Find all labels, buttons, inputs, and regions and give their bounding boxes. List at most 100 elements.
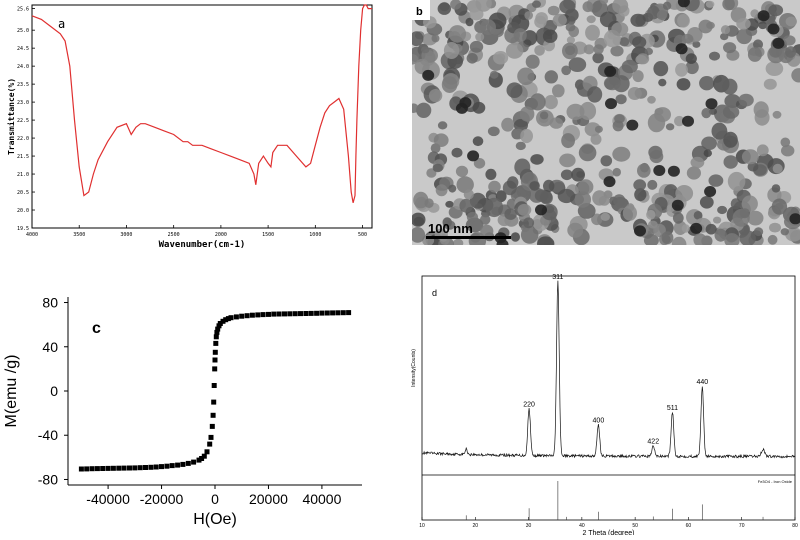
- nanoparticle: [578, 144, 597, 162]
- nanoparticle: [709, 51, 720, 61]
- nanoparticle-dark: [772, 37, 785, 49]
- data-marker: [212, 366, 218, 372]
- nanoparticle: [559, 153, 576, 168]
- nanoparticle: [514, 158, 531, 176]
- magnetization-chart-panel: -40000 -20000 0 20000 40000 -80 -40 0 40 80 c H(Oe)…: [0, 285, 400, 535]
- data-marker: [89, 466, 95, 472]
- series-line: [31, 4, 372, 203]
- nanoparticle: [649, 149, 664, 164]
- nanoparticle: [493, 51, 509, 65]
- nanoparticle: [681, 224, 690, 233]
- nanoparticle: [637, 163, 651, 178]
- data-marker: [199, 456, 205, 461]
- data-marker: [223, 317, 229, 323]
- nanoparticle: [590, 133, 602, 145]
- y-tick-label: 20.0: [17, 208, 29, 214]
- nanoparticle: [613, 194, 626, 207]
- nanoparticle: [534, 45, 545, 56]
- nanoparticle: [598, 195, 610, 206]
- nanoparticle: [781, 145, 795, 157]
- data-marker: [282, 311, 287, 317]
- peak-label: 220: [523, 402, 535, 409]
- nanoparticle: [557, 188, 576, 204]
- magnetization-chart: -40000 -20000 0 20000 40000 -80 -40 0 40 80 c H(Oe)…: [3, 295, 362, 528]
- data-marker: [212, 349, 218, 355]
- y-tick-label: 22.5: [17, 118, 29, 124]
- nanoparticle: [459, 198, 473, 213]
- nanoparticle-dark: [704, 186, 717, 197]
- data-marker: [303, 311, 309, 316]
- nanoparticle: [692, 41, 701, 48]
- nanoparticle: [432, 163, 443, 173]
- nanoparticle: [600, 0, 609, 5]
- data-marker: [266, 311, 271, 317]
- data-marker: [127, 465, 132, 471]
- data-marker: [148, 464, 154, 470]
- x-tick-label: 10: [419, 523, 425, 529]
- nanoparticle: [524, 11, 533, 20]
- nanoparticle-dark: [634, 225, 646, 237]
- x-tick-label: 0: [211, 491, 219, 507]
- nanoparticle: [523, 217, 535, 229]
- nanoparticle: [456, 176, 474, 194]
- nanoparticle: [622, 205, 637, 221]
- data-marker: [208, 434, 214, 440]
- nanoparticle-dark: [690, 222, 703, 234]
- nanoparticle: [409, 31, 424, 47]
- y-axis-label: Intensity(Counts): [411, 349, 417, 387]
- nanoparticle: [450, 0, 462, 10]
- nanoparticle: [633, 179, 647, 191]
- y-axis-label: M(emu /g): [3, 355, 20, 428]
- nanoparticle: [747, 47, 762, 62]
- data-marker: [260, 312, 266, 318]
- nanoparticle: [552, 13, 567, 27]
- nanoparticle: [579, 101, 597, 121]
- nanoparticle: [699, 196, 714, 209]
- nanoparticle: [594, 125, 603, 133]
- reference-label: Fe3O4 - Iron Oxide: [758, 479, 793, 484]
- data-marker: [212, 357, 218, 363]
- nanoparticle: [756, 144, 769, 157]
- nanoparticle: [466, 211, 478, 223]
- data-marker: [204, 449, 210, 455]
- nanoparticle: [753, 39, 763, 50]
- data-marker: [233, 314, 239, 320]
- nanoparticle-dark: [459, 97, 472, 109]
- nanoparticle: [517, 203, 532, 216]
- nanoparticle: [753, 101, 769, 118]
- nanoparticle: [739, 208, 750, 219]
- data-marker: [164, 463, 170, 469]
- data-marker: [180, 461, 186, 467]
- nanoparticle: [720, 33, 729, 41]
- nanoparticle: [566, 36, 575, 44]
- nanoparticle: [780, 137, 791, 148]
- plot-frame: [31, 4, 373, 229]
- data-marker: [215, 326, 221, 332]
- nanoparticle: [437, 121, 448, 130]
- nanoparticle: [653, 61, 669, 77]
- nanoparticle: [711, 122, 728, 140]
- nanoparticle: [437, 2, 451, 15]
- nanoparticle: [505, 42, 524, 59]
- data-marker: [84, 466, 90, 472]
- nanoparticle-dark: [422, 69, 435, 81]
- nanoparticle: [656, 10, 668, 21]
- nanoparticle: [714, 228, 727, 242]
- nanoparticle: [420, 46, 430, 54]
- nanoparticle: [587, 86, 603, 103]
- nanoparticle: [705, 0, 715, 8]
- y-tick-label: 20.5: [17, 190, 29, 196]
- nanoparticle: [544, 95, 558, 110]
- data-marker: [201, 453, 207, 459]
- nanoparticle: [769, 222, 781, 233]
- tem-image-panel: b 100 nm: [405, 0, 800, 252]
- nanoparticle: [519, 106, 535, 122]
- nanoparticle: [772, 163, 783, 174]
- data-marker: [169, 463, 175, 469]
- nanoparticle: [753, 227, 764, 237]
- y-tick-label: 21.5: [17, 154, 29, 160]
- nanoparticle: [771, 198, 788, 215]
- nanoparticle: [489, 70, 499, 79]
- nanoparticle: [615, 94, 627, 105]
- nanoparticle: [517, 67, 535, 86]
